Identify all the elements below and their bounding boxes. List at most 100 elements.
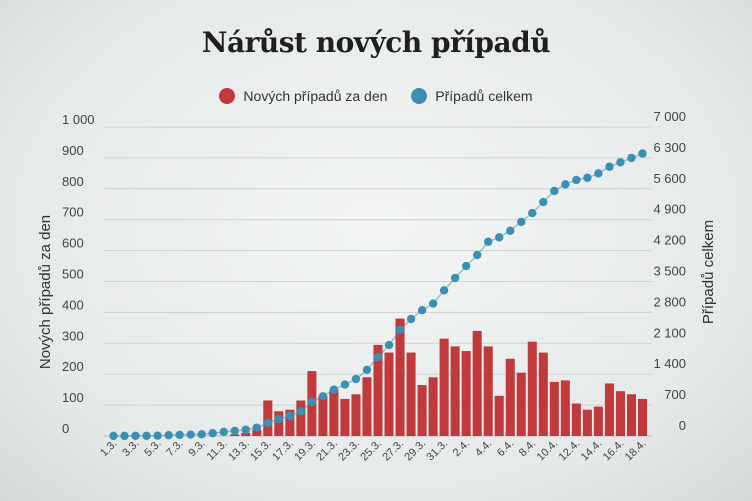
line-point bbox=[561, 180, 570, 189]
chart-legend: Nových případů za den Případů celkem bbox=[0, 88, 752, 107]
x-tick-label: 12.4. bbox=[557, 438, 583, 464]
bar bbox=[362, 377, 372, 436]
bar bbox=[406, 352, 416, 436]
line-point bbox=[484, 237, 493, 246]
x-tick-label: 11.3. bbox=[205, 438, 230, 463]
bar bbox=[516, 372, 526, 436]
bar bbox=[373, 344, 383, 436]
legend-swatch-daily bbox=[219, 88, 236, 104]
bar bbox=[230, 434, 240, 436]
line-point bbox=[384, 340, 394, 350]
bar bbox=[252, 429, 262, 436]
bar bbox=[417, 385, 427, 436]
bar bbox=[461, 351, 471, 436]
x-tick-label: 15.3. bbox=[248, 438, 274, 464]
line-point bbox=[263, 418, 272, 428]
legend-item-total[interactable]: Případů celkem bbox=[411, 88, 533, 104]
y-left-tick-label: 0 bbox=[62, 421, 69, 436]
bar bbox=[604, 383, 614, 436]
y-right-tick-label: 3 500 bbox=[653, 264, 686, 279]
line-point bbox=[428, 299, 438, 308]
line-point bbox=[539, 197, 548, 207]
line-point bbox=[461, 261, 471, 271]
line-point bbox=[550, 186, 559, 196]
line-point bbox=[594, 169, 603, 178]
x-tick-label: 7.3. bbox=[164, 438, 185, 459]
x-tick-label: 14.4. bbox=[579, 438, 605, 464]
x-tick-label: 19.3. bbox=[292, 438, 318, 464]
bar bbox=[582, 409, 592, 436]
bar bbox=[296, 400, 306, 436]
x-tick-label: 18.4. bbox=[623, 438, 649, 464]
legend-swatch-total bbox=[411, 88, 428, 104]
x-tick-label: 16.4. bbox=[601, 438, 627, 464]
line-point bbox=[285, 411, 295, 421]
bar bbox=[263, 400, 273, 436]
y-right-tick-label: 2 100 bbox=[653, 325, 686, 340]
line-point bbox=[208, 429, 217, 438]
y-right-tick-label: 1 400 bbox=[653, 356, 686, 371]
line-point bbox=[120, 431, 129, 441]
bar bbox=[274, 411, 284, 436]
bar bbox=[626, 394, 636, 436]
line-point bbox=[274, 414, 284, 424]
x-tick-label: 23.3. bbox=[336, 438, 362, 464]
line-point bbox=[219, 427, 228, 437]
legend-item-daily[interactable]: Nových případů za den bbox=[219, 88, 387, 104]
x-tick-label: 21.3. bbox=[314, 438, 340, 464]
line-point bbox=[296, 407, 306, 416]
x-tick-label: 9.3. bbox=[186, 438, 207, 459]
y-left-tick-label: 600 bbox=[62, 236, 84, 251]
line-point bbox=[131, 431, 140, 440]
y-left-tick-label: 900 bbox=[62, 143, 84, 158]
x-tick-label: 29.3. bbox=[402, 438, 428, 464]
bar bbox=[241, 432, 251, 436]
bar bbox=[428, 377, 438, 436]
bar bbox=[384, 352, 394, 436]
line-point bbox=[307, 397, 317, 407]
y-right-tick-label: 5 600 bbox=[653, 171, 686, 186]
line-point bbox=[109, 431, 118, 441]
bar bbox=[329, 389, 339, 436]
y-left-tick-label: 200 bbox=[62, 359, 84, 374]
bar bbox=[505, 358, 515, 436]
line-point bbox=[572, 175, 581, 185]
x-tick-label: 13.3. bbox=[226, 438, 252, 464]
legend-label-daily: Nových případů za den bbox=[243, 88, 388, 104]
line-point bbox=[252, 423, 261, 432]
y-left-tick-label: 400 bbox=[62, 297, 84, 312]
y-right-tick-label: 7 000 bbox=[653, 109, 686, 124]
y-right-tick-label: 0 bbox=[679, 418, 686, 433]
line-point bbox=[406, 314, 416, 324]
line-point bbox=[340, 380, 350, 389]
chart-title: Nárůst nových případů bbox=[201, 26, 551, 59]
bar bbox=[340, 398, 350, 436]
y-left-tick-label: 300 bbox=[62, 328, 84, 343]
x-tick-label: 4.4. bbox=[473, 438, 494, 459]
line-point bbox=[495, 233, 504, 242]
bar bbox=[549, 381, 559, 436]
y-left-tick-label: 100 bbox=[62, 390, 84, 405]
x-tick-label: 27.3. bbox=[380, 438, 406, 464]
line-point bbox=[241, 425, 250, 434]
bar bbox=[538, 352, 548, 436]
x-tick-label: 3.3. bbox=[120, 438, 141, 459]
bar bbox=[351, 394, 361, 436]
line-point bbox=[605, 162, 614, 171]
grid-lines bbox=[104, 126, 652, 437]
line-series-total bbox=[109, 149, 647, 441]
x-tick-label: 25.3. bbox=[358, 438, 384, 464]
line-point bbox=[528, 208, 537, 218]
y-left-tick-label: 700 bbox=[62, 205, 84, 220]
bar bbox=[637, 398, 648, 436]
line-point bbox=[450, 273, 460, 283]
line-point bbox=[164, 430, 173, 440]
line-point bbox=[351, 374, 361, 384]
line-point bbox=[153, 431, 162, 440]
x-tick-label: 5.3. bbox=[142, 438, 163, 459]
line-point bbox=[472, 250, 482, 260]
line-point bbox=[417, 305, 427, 315]
bar bbox=[615, 391, 625, 436]
bar bbox=[560, 380, 570, 436]
